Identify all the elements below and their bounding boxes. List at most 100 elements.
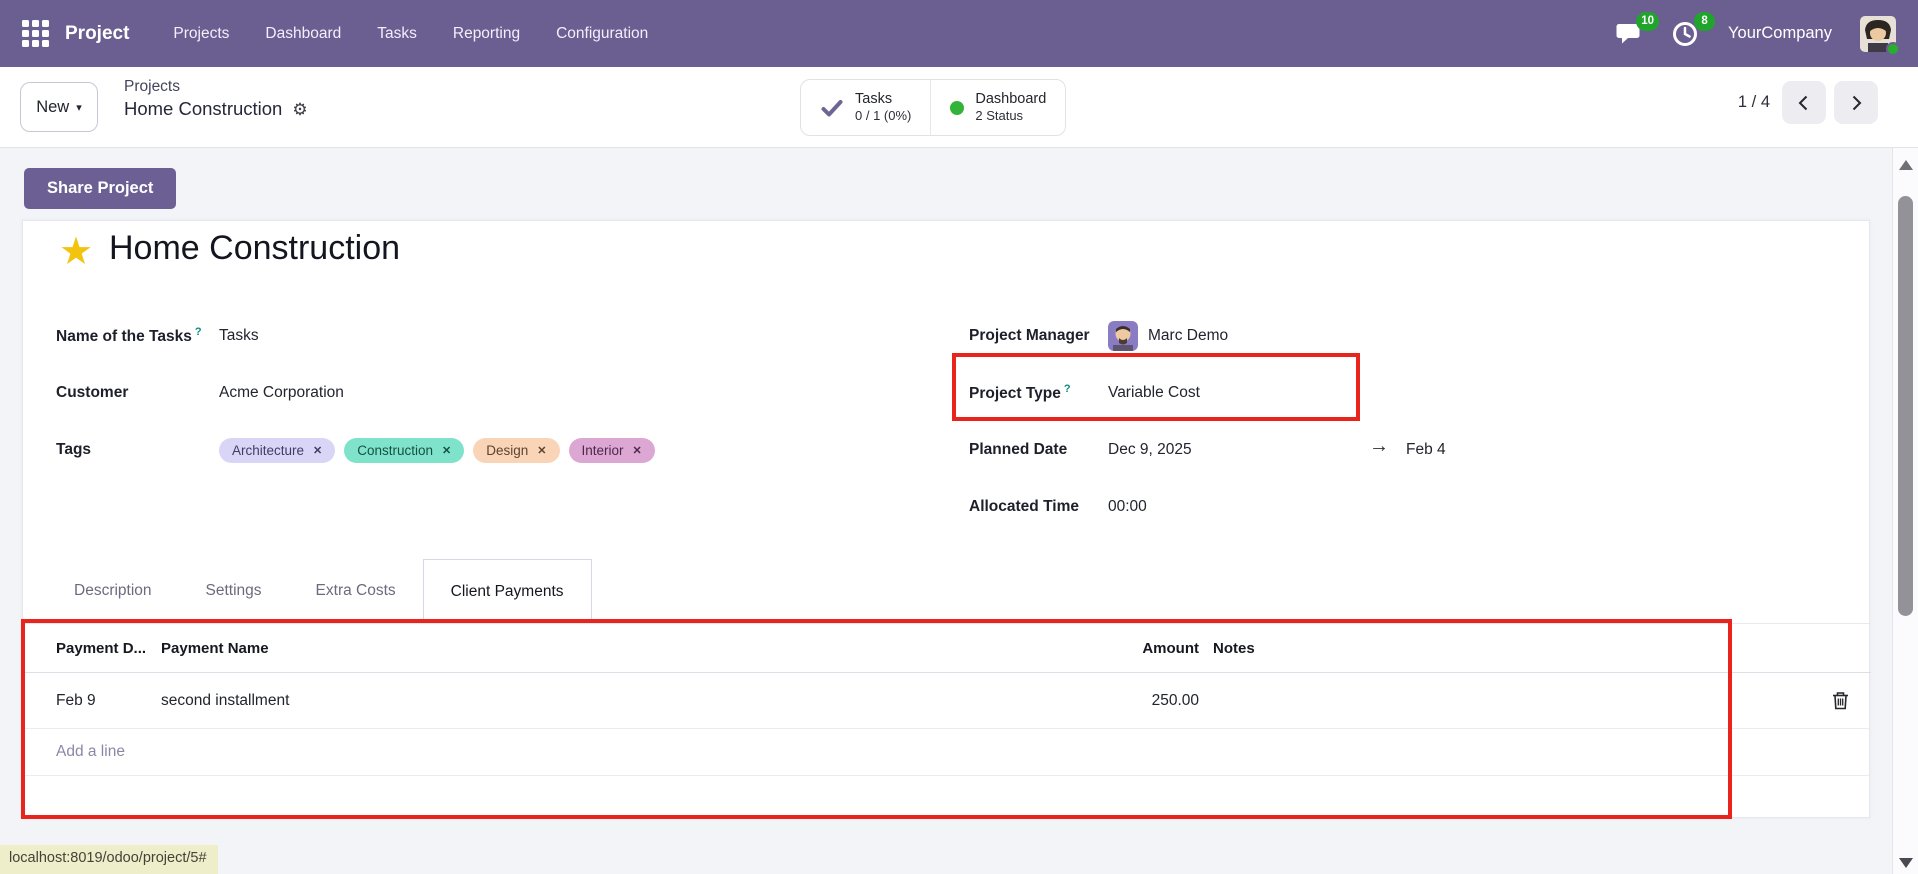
planned-date-start[interactable]: Dec 9, 2025 [1108, 441, 1192, 458]
tab-description[interactable]: Description [74, 582, 152, 599]
header-amount[interactable]: Amount [1142, 639, 1199, 657]
control-panel: New ▾ Projects Home Construction ⚙ Tasks… [0, 67, 1918, 148]
planned-date-end[interactable]: Feb 4 [1406, 441, 1446, 458]
messages-icon[interactable]: 10 [1616, 11, 1660, 47]
remove-tag-icon[interactable]: ✕ [313, 444, 323, 457]
stat-dashboard-value: 2 Status [975, 108, 1024, 124]
pager-counter: 1 / 4 [1737, 93, 1770, 111]
add-a-line-link[interactable]: Add a line [56, 743, 125, 760]
project-manager-value[interactable]: Marc Demo [1108, 321, 1228, 351]
delete-row-button[interactable] [1809, 691, 1871, 710]
stat-dashboard-label: Dashboard [975, 91, 1047, 108]
tags-label: Tags [56, 441, 92, 458]
activities-badge: 8 [1694, 11, 1716, 31]
field-row-allocated-time: Allocated Time 00:00 [969, 490, 1849, 524]
manager-avatar [1108, 321, 1138, 351]
project-title[interactable]: Home Construction [109, 229, 401, 267]
menu-reporting[interactable]: Reporting [452, 24, 521, 42]
header-payment-date[interactable]: Payment D... [56, 639, 147, 657]
client-payments-table: Payment D... Payment Name Amount Notes F… [23, 623, 1871, 776]
tag-list: Architecture ✕ Construction ✕ Design ✕ I… [219, 437, 655, 463]
planned-date-label: Planned Date [969, 441, 1068, 458]
field-row-planned-date: Planned Date Dec 9, 2025 → Feb 4 [969, 433, 1849, 467]
vertical-scrollbar [1892, 148, 1918, 874]
field-row-project-type: Project Type? Variable Cost [969, 376, 1849, 410]
stat-tasks-value: 0 / 1 (0%) [855, 108, 912, 124]
cell-payment-date[interactable]: Feb 9 [56, 691, 96, 709]
help-icon: ? [194, 325, 202, 338]
tab-extra-costs[interactable]: Extra Costs [315, 582, 396, 599]
stat-button-dashboard[interactable]: Dashboard 2 Status [930, 80, 1065, 135]
menu-dashboard[interactable]: Dashboard [265, 24, 342, 42]
task-name-label: Name of the Tasks? [56, 325, 202, 346]
pager-next-button[interactable] [1834, 81, 1878, 124]
top-menu: Projects Dashboard Tasks Reporting Confi… [173, 25, 648, 43]
menu-tasks[interactable]: Tasks [377, 24, 417, 42]
project-type-value[interactable]: Variable Cost [1108, 384, 1200, 401]
left-field-column: Name of the Tasks? Tasks Customer Acme C… [56, 319, 896, 490]
tag-architecture[interactable]: Architecture ✕ [219, 437, 336, 463]
tab-client-payments[interactable]: Client Payments [422, 559, 592, 624]
field-row-tags: Tags Architecture ✕ Construction ✕ Desig… [56, 433, 896, 467]
company-name[interactable]: YourCompany [1728, 24, 1832, 42]
menu-configuration[interactable]: Configuration [556, 24, 649, 42]
breadcrumb-projects-link[interactable]: Projects [124, 78, 180, 95]
scrollbar-up-icon[interactable] [1899, 160, 1913, 170]
remove-tag-icon[interactable]: ✕ [442, 444, 452, 457]
project-type-label: Project Type? [969, 382, 1071, 403]
notebook-tabs: Description Settings Extra Costs Client … [23, 559, 1871, 624]
link-preview-statusbar: localhost:8019/odoo/project/5# [0, 845, 218, 874]
tag-design[interactable]: Design ✕ [473, 437, 560, 463]
scrollbar-thumb[interactable] [1898, 196, 1913, 616]
allocated-time-label: Allocated Time [969, 498, 1079, 515]
help-icon: ? [1063, 382, 1071, 395]
apps-grid-icon[interactable] [22, 20, 49, 47]
remove-tag-icon[interactable]: ✕ [537, 444, 547, 457]
dropdown-caret-icon: ▾ [76, 101, 82, 114]
cell-payment-name[interactable]: second installment [161, 691, 290, 709]
remove-tag-icon[interactable]: ✕ [632, 444, 642, 457]
allocated-time-value[interactable]: 00:00 [1108, 498, 1147, 515]
trash-icon [1832, 692, 1848, 710]
stat-button-tasks[interactable]: Tasks 0 / 1 (0%) [801, 80, 930, 135]
table-row: Feb 9 second installment 250.00 [23, 673, 1871, 729]
menu-projects[interactable]: Projects [173, 24, 230, 42]
scrollbar-down-icon[interactable] [1899, 858, 1913, 868]
stat-tasks-label: Tasks [855, 91, 893, 108]
breadcrumb-current: Home Construction [124, 98, 283, 119]
tag-interior[interactable]: Interior ✕ [568, 437, 655, 463]
green-dot-icon [950, 100, 965, 115]
chevron-right-icon [1852, 95, 1862, 110]
table-header-row: Payment D... Payment Name Amount Notes [23, 623, 1871, 673]
gear-icon[interactable]: ⚙ [292, 99, 308, 119]
header-payment-name[interactable]: Payment Name [161, 639, 269, 657]
new-button[interactable]: New ▾ [20, 82, 98, 132]
cell-amount[interactable]: 250.00 [1151, 691, 1199, 709]
app-name: Project [65, 22, 130, 44]
user-avatar[interactable] [1860, 15, 1900, 56]
tag-construction[interactable]: Construction ✕ [344, 437, 465, 463]
header-notes[interactable]: Notes [1213, 639, 1255, 657]
field-row-task-name: Name of the Tasks? Tasks [56, 319, 896, 353]
breadcrumb: Projects Home Construction ⚙ [124, 78, 308, 120]
topbar-right: 10 8 YourCompany [1616, 11, 1900, 56]
share-project-button[interactable]: Share Project [24, 168, 177, 209]
topbar: Project Projects Dashboard Tasks Reporti… [0, 0, 1918, 67]
customer-value[interactable]: Acme Corporation [219, 384, 344, 401]
messages-badge: 10 [1636, 11, 1660, 31]
chevron-left-icon [1798, 95, 1808, 110]
add-line-row: Add a line [23, 729, 1871, 776]
customer-label: Customer [56, 384, 129, 401]
pager-previous-button[interactable] [1782, 81, 1826, 124]
task-name-value[interactable]: Tasks [219, 327, 259, 344]
tab-settings[interactable]: Settings [205, 582, 262, 599]
pager: 1 / 4 [1738, 81, 1878, 124]
activities-clock-icon[interactable]: 8 [1672, 11, 1716, 47]
check-icon [821, 99, 843, 116]
project-manager-label: Project Manager [969, 327, 1090, 344]
right-field-column: Project Manager Marc Demo Project Type? … [969, 319, 1849, 547]
arrow-right-icon: → [1369, 435, 1389, 457]
project-form-sheet: ★ Home Construction Name of the Tasks? T… [21, 220, 1871, 819]
status-dot-icon [1886, 41, 1900, 56]
star-icon[interactable]: ★ [59, 231, 94, 273]
